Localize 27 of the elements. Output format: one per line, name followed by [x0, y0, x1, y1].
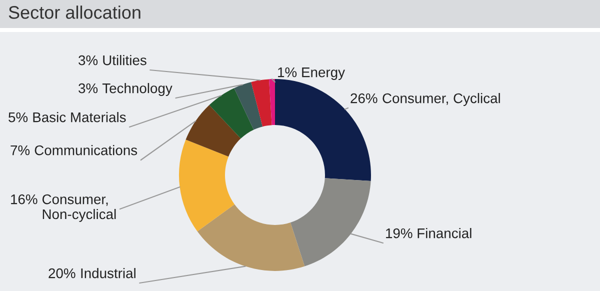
donut-slice [234, 82, 263, 130]
slice-label: Financial [418, 228, 472, 238]
data-label: 3% [78, 55, 98, 66]
chart-title: Sector allocation [8, 6, 140, 19]
donut-slice [268, 79, 275, 126]
data-label: 7% [10, 145, 30, 156]
data-label: 1% [278, 67, 297, 78]
data-label: 20% [48, 268, 76, 278]
donut-slice [186, 105, 241, 157]
donut-slice [179, 140, 235, 232]
slice-label: Consumer, Cyclical [382, 93, 500, 106]
data-label: 19% [386, 228, 412, 238]
slice-label: Consumer, Non-cyclical [42, 194, 116, 222]
donut-slice [197, 204, 305, 271]
donut-slice [290, 178, 371, 266]
data-label: 5% [8, 112, 28, 122]
data-label: 26% [350, 93, 378, 104]
donut-slice [209, 88, 254, 139]
data-label: 3% [78, 83, 98, 94]
data-label: 16% [11, 194, 38, 204]
slice-label: Communications [34, 145, 138, 156]
slice-label: Energy [302, 68, 345, 80]
slice-label: Utilities [103, 55, 146, 66]
slice-label: Technology [102, 83, 172, 96]
slice-label: Industrial [81, 268, 136, 278]
donut-slice [251, 79, 272, 127]
slice-label: Basic Materials [33, 112, 126, 122]
